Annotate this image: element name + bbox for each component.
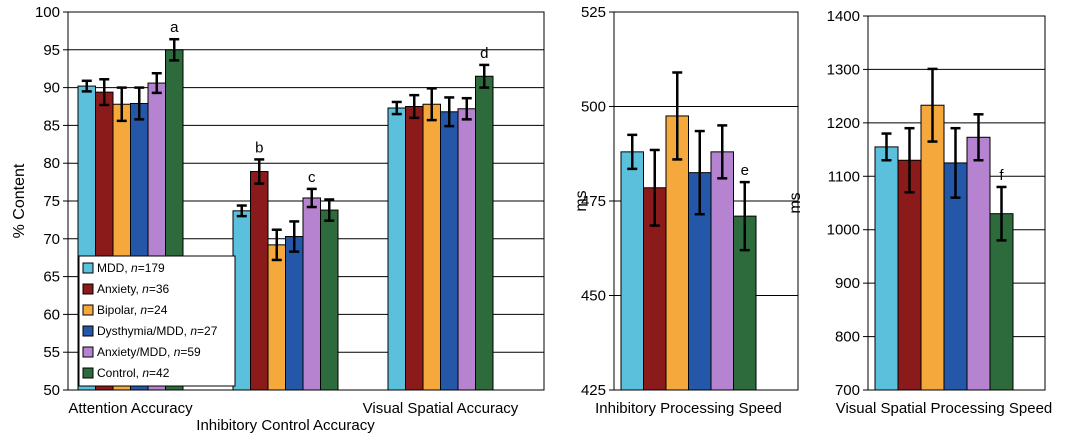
bar bbox=[966, 136, 991, 391]
y-axis-label: % Content bbox=[11, 163, 28, 238]
legend-item: MDD, n=179 bbox=[82, 261, 165, 275]
chart-panel-3: 700 800 900 1000 1100 1200 1300 1400 ms Visual Sp… bbox=[787, 8, 1052, 417]
y-tick-label: 1000 bbox=[827, 222, 860, 239]
y-tick-label: 100 bbox=[35, 4, 60, 21]
legend-label: MDD, n=179 bbox=[97, 261, 165, 275]
x-category-label: Inhibitory Processing Speed bbox=[595, 400, 782, 417]
bar bbox=[320, 209, 339, 391]
bar bbox=[897, 159, 922, 391]
legend-swatch bbox=[82, 283, 94, 295]
legend-label: Anxiety/MDD, n=59 bbox=[97, 345, 201, 359]
bar bbox=[405, 106, 424, 391]
y-tick-label: 65 bbox=[43, 269, 60, 286]
bar bbox=[387, 107, 406, 391]
legend-swatch bbox=[82, 367, 94, 379]
x-category-label: Visual Spatial Processing Speed bbox=[836, 400, 1053, 417]
chart-panel-2: 425 450 475 500 525 ms Inhibitory Processing S… bbox=[573, 4, 799, 417]
legend-label: Bipolar, n=24 bbox=[97, 303, 168, 317]
x-category-label: Visual Spatial Accuracy bbox=[363, 400, 519, 417]
y-tick-label: 1200 bbox=[827, 115, 860, 132]
bar bbox=[475, 75, 494, 391]
y-tick-label: 425 bbox=[581, 382, 606, 399]
bar bbox=[422, 103, 441, 391]
x-category-label: Attention Accuracy bbox=[68, 400, 193, 417]
legend-swatch bbox=[82, 304, 94, 316]
y-tick-label: 1100 bbox=[828, 168, 860, 185]
y-tick-label: 1400 bbox=[827, 8, 860, 25]
legend-item: Anxiety, n=36 bbox=[82, 282, 170, 296]
bar bbox=[440, 111, 459, 391]
bar bbox=[232, 210, 251, 391]
bar bbox=[920, 104, 945, 391]
y-tick-label: 60 bbox=[43, 306, 60, 323]
y-tick-label: 700 bbox=[835, 382, 860, 399]
significance-letter: e bbox=[741, 162, 749, 179]
legend-swatch bbox=[82, 346, 94, 358]
bar bbox=[874, 146, 899, 391]
legend-item: Bipolar, n=24 bbox=[82, 303, 168, 317]
y-tick-label: 70 bbox=[43, 231, 60, 248]
legend-swatch bbox=[82, 325, 94, 337]
y-tick-label: 50 bbox=[43, 382, 60, 399]
bar bbox=[285, 236, 304, 391]
significance-letter: d bbox=[480, 45, 488, 62]
bar bbox=[620, 151, 644, 391]
legend-swatch bbox=[82, 262, 94, 274]
bar bbox=[457, 108, 476, 391]
legend-item: Control, n=42 bbox=[82, 366, 170, 380]
y-axis-label: ms bbox=[573, 190, 590, 211]
y-tick-label: 80 bbox=[43, 155, 60, 172]
legend-label: Control, n=42 bbox=[97, 366, 170, 380]
legend-item: Dysthymia/MDD, n=27 bbox=[82, 324, 218, 338]
y-tick-label: 1300 bbox=[827, 61, 860, 78]
significance-letter: a bbox=[170, 19, 179, 36]
legend-item: Anxiety/MDD, n=59 bbox=[82, 345, 201, 359]
legend-label: Anxiety, n=36 bbox=[97, 282, 170, 296]
y-tick-label: 475 bbox=[581, 193, 606, 210]
y-tick-label: 95 bbox=[43, 42, 60, 59]
significance-letter: c bbox=[308, 169, 316, 186]
y-tick-label: 450 bbox=[581, 288, 606, 305]
legend-label: Dysthymia/MDD, n=27 bbox=[97, 324, 218, 338]
bar bbox=[710, 151, 734, 391]
y-tick-label: 85 bbox=[43, 117, 60, 134]
y-tick-label: 55 bbox=[43, 344, 60, 361]
y-tick-label: 75 bbox=[43, 193, 60, 210]
y-axis-label: ms bbox=[787, 192, 804, 213]
legend-box bbox=[78, 255, 236, 387]
y-tick-label: 90 bbox=[43, 80, 60, 97]
y-tick-label: 525 bbox=[581, 4, 606, 21]
significance-letter: f bbox=[999, 167, 1004, 184]
y-tick-label: 500 bbox=[581, 99, 606, 116]
bar bbox=[302, 197, 321, 391]
significance-letter: b bbox=[255, 139, 263, 156]
x-category-label: Inhibitory Control Accuracy bbox=[196, 417, 375, 434]
y-tick-label: 800 bbox=[835, 329, 860, 346]
bar bbox=[267, 244, 286, 391]
bar bbox=[250, 171, 269, 391]
y-tick-label: 900 bbox=[835, 275, 860, 292]
legend: MDD, n=179 Anxiety, n=36 Bipolar, n=24 Dyst… bbox=[78, 255, 236, 387]
